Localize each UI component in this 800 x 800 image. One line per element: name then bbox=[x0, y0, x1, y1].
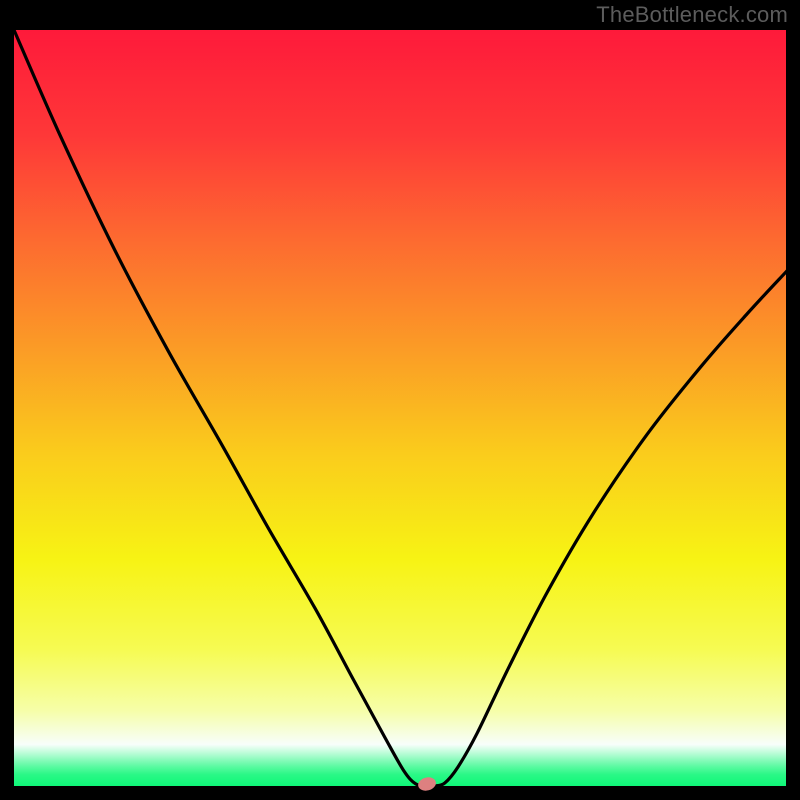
watermark-text: TheBottleneck.com bbox=[596, 2, 788, 28]
bottleneck-chart bbox=[0, 0, 800, 800]
gradient-background bbox=[14, 30, 786, 786]
chart-container: TheBottleneck.com bbox=[0, 0, 800, 800]
